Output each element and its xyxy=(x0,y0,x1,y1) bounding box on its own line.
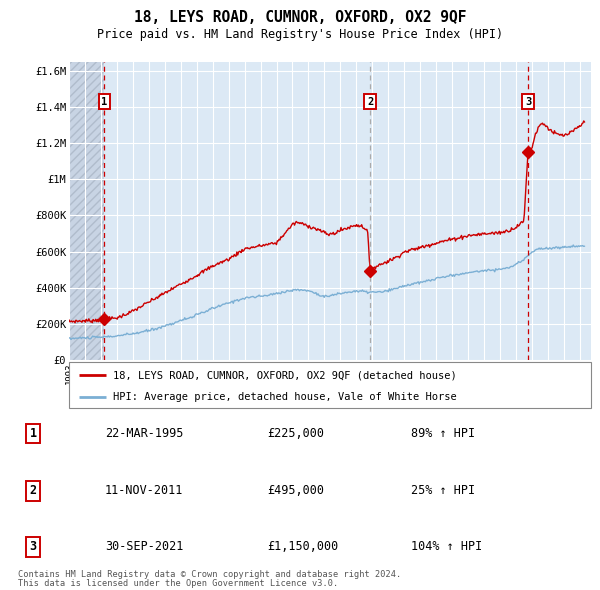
FancyBboxPatch shape xyxy=(69,362,591,408)
Text: 25% ↑ HPI: 25% ↑ HPI xyxy=(411,484,475,497)
Text: 1: 1 xyxy=(29,427,37,440)
Text: 18, LEYS ROAD, CUMNOR, OXFORD, OX2 9QF: 18, LEYS ROAD, CUMNOR, OXFORD, OX2 9QF xyxy=(134,10,466,25)
Text: 2: 2 xyxy=(367,97,373,107)
Text: Contains HM Land Registry data © Crown copyright and database right 2024.: Contains HM Land Registry data © Crown c… xyxy=(18,570,401,579)
Text: 18, LEYS ROAD, CUMNOR, OXFORD, OX2 9QF (detached house): 18, LEYS ROAD, CUMNOR, OXFORD, OX2 9QF (… xyxy=(113,370,457,380)
Text: HPI: Average price, detached house, Vale of White Horse: HPI: Average price, detached house, Vale… xyxy=(113,392,457,402)
Text: £495,000: £495,000 xyxy=(267,484,324,497)
Text: 22-MAR-1995: 22-MAR-1995 xyxy=(105,427,184,440)
Text: 30-SEP-2021: 30-SEP-2021 xyxy=(105,540,184,553)
Text: This data is licensed under the Open Government Licence v3.0.: This data is licensed under the Open Gov… xyxy=(18,579,338,588)
Text: 2: 2 xyxy=(29,484,37,497)
Text: 1: 1 xyxy=(101,97,107,107)
Text: 3: 3 xyxy=(29,540,37,553)
Text: 89% ↑ HPI: 89% ↑ HPI xyxy=(411,427,475,440)
Bar xyxy=(69,62,104,360)
Text: £225,000: £225,000 xyxy=(267,427,324,440)
Text: Price paid vs. HM Land Registry's House Price Index (HPI): Price paid vs. HM Land Registry's House … xyxy=(97,28,503,41)
Text: 104% ↑ HPI: 104% ↑ HPI xyxy=(411,540,482,553)
Text: £1,150,000: £1,150,000 xyxy=(267,540,338,553)
Text: 11-NOV-2011: 11-NOV-2011 xyxy=(105,484,184,497)
Text: 3: 3 xyxy=(525,97,531,107)
